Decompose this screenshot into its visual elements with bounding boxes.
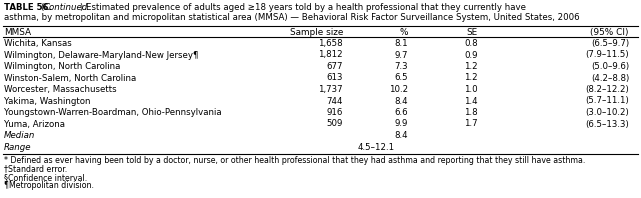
Text: Continued: Continued — [44, 3, 88, 12]
Text: 4.5–12.1: 4.5–12.1 — [358, 143, 395, 151]
Text: Sample size: Sample size — [290, 28, 343, 37]
Text: 744: 744 — [326, 96, 343, 106]
Text: Yuma, Arizona: Yuma, Arizona — [4, 120, 65, 129]
Text: 1,737: 1,737 — [319, 85, 343, 94]
Text: 613: 613 — [326, 73, 343, 83]
Text: 8.1: 8.1 — [394, 39, 408, 48]
Text: 1.2: 1.2 — [464, 73, 478, 83]
Text: (95% CI): (95% CI) — [590, 28, 629, 37]
Text: TABLE 56.: TABLE 56. — [4, 3, 55, 12]
Text: 1,658: 1,658 — [319, 39, 343, 48]
Text: MMSA: MMSA — [4, 28, 31, 37]
Text: Wichita, Kansas: Wichita, Kansas — [4, 39, 72, 48]
Text: Wilmington, Delaware-Maryland-New Jersey¶: Wilmington, Delaware-Maryland-New Jersey… — [4, 50, 198, 60]
Text: (7.9–11.5): (7.9–11.5) — [585, 50, 629, 60]
Text: asthma, by metropolitan and micropolitan statistical area (MMSA) — Behavioral Ri: asthma, by metropolitan and micropolitan… — [4, 13, 579, 22]
Text: 0.8: 0.8 — [464, 39, 478, 48]
Text: 9.9: 9.9 — [395, 120, 408, 129]
Text: 1.8: 1.8 — [464, 108, 478, 117]
Text: Range: Range — [4, 143, 31, 151]
Text: Wilmington, North Carolina: Wilmington, North Carolina — [4, 62, 121, 71]
Text: 677: 677 — [326, 62, 343, 71]
Text: 8.4: 8.4 — [394, 131, 408, 140]
Text: 0.9: 0.9 — [465, 50, 478, 60]
Text: (4.2–8.8): (4.2–8.8) — [591, 73, 629, 83]
Text: Yakima, Washington: Yakima, Washington — [4, 96, 90, 106]
Text: 509: 509 — [327, 120, 343, 129]
Text: †Standard error.: †Standard error. — [4, 165, 67, 173]
Text: Youngstown-Warren-Boardman, Ohio-Pennsylvania: Youngstown-Warren-Boardman, Ohio-Pennsyl… — [4, 108, 222, 117]
Text: (3.0–10.2): (3.0–10.2) — [585, 108, 629, 117]
Text: 6.5: 6.5 — [394, 73, 408, 83]
Text: 1.4: 1.4 — [464, 96, 478, 106]
Text: %: % — [399, 28, 408, 37]
Text: 1.2: 1.2 — [464, 62, 478, 71]
Text: 7.3: 7.3 — [394, 62, 408, 71]
Text: SE: SE — [467, 28, 478, 37]
Text: ) Estimated prevalence of adults aged ≥18 years told by a health professional th: ) Estimated prevalence of adults aged ≥1… — [81, 3, 526, 12]
Text: (6.5–9.7): (6.5–9.7) — [591, 39, 629, 48]
Text: §Confidence interval.: §Confidence interval. — [4, 173, 87, 182]
Text: Median: Median — [4, 131, 35, 140]
Text: (6.5–13.3): (6.5–13.3) — [585, 120, 629, 129]
Text: 1,812: 1,812 — [319, 50, 343, 60]
Text: (5.0–9.6): (5.0–9.6) — [591, 62, 629, 71]
Text: (8.2–12.2): (8.2–12.2) — [585, 85, 629, 94]
Text: 8.4: 8.4 — [394, 96, 408, 106]
Text: 1.7: 1.7 — [464, 120, 478, 129]
Text: 1.0: 1.0 — [464, 85, 478, 94]
Text: (5.7–11.1): (5.7–11.1) — [585, 96, 629, 106]
Text: 10.2: 10.2 — [389, 85, 408, 94]
Text: * Defined as ever having been told by a doctor, nurse, or other health professio: * Defined as ever having been told by a … — [4, 156, 585, 165]
Text: (: ( — [40, 3, 44, 12]
Text: Winston-Salem, North Carolina: Winston-Salem, North Carolina — [4, 73, 137, 83]
Text: ¶Metropolitan division.: ¶Metropolitan division. — [4, 182, 94, 190]
Text: 916: 916 — [327, 108, 343, 117]
Text: 6.6: 6.6 — [394, 108, 408, 117]
Text: 9.7: 9.7 — [394, 50, 408, 60]
Text: Worcester, Massachusetts: Worcester, Massachusetts — [4, 85, 117, 94]
